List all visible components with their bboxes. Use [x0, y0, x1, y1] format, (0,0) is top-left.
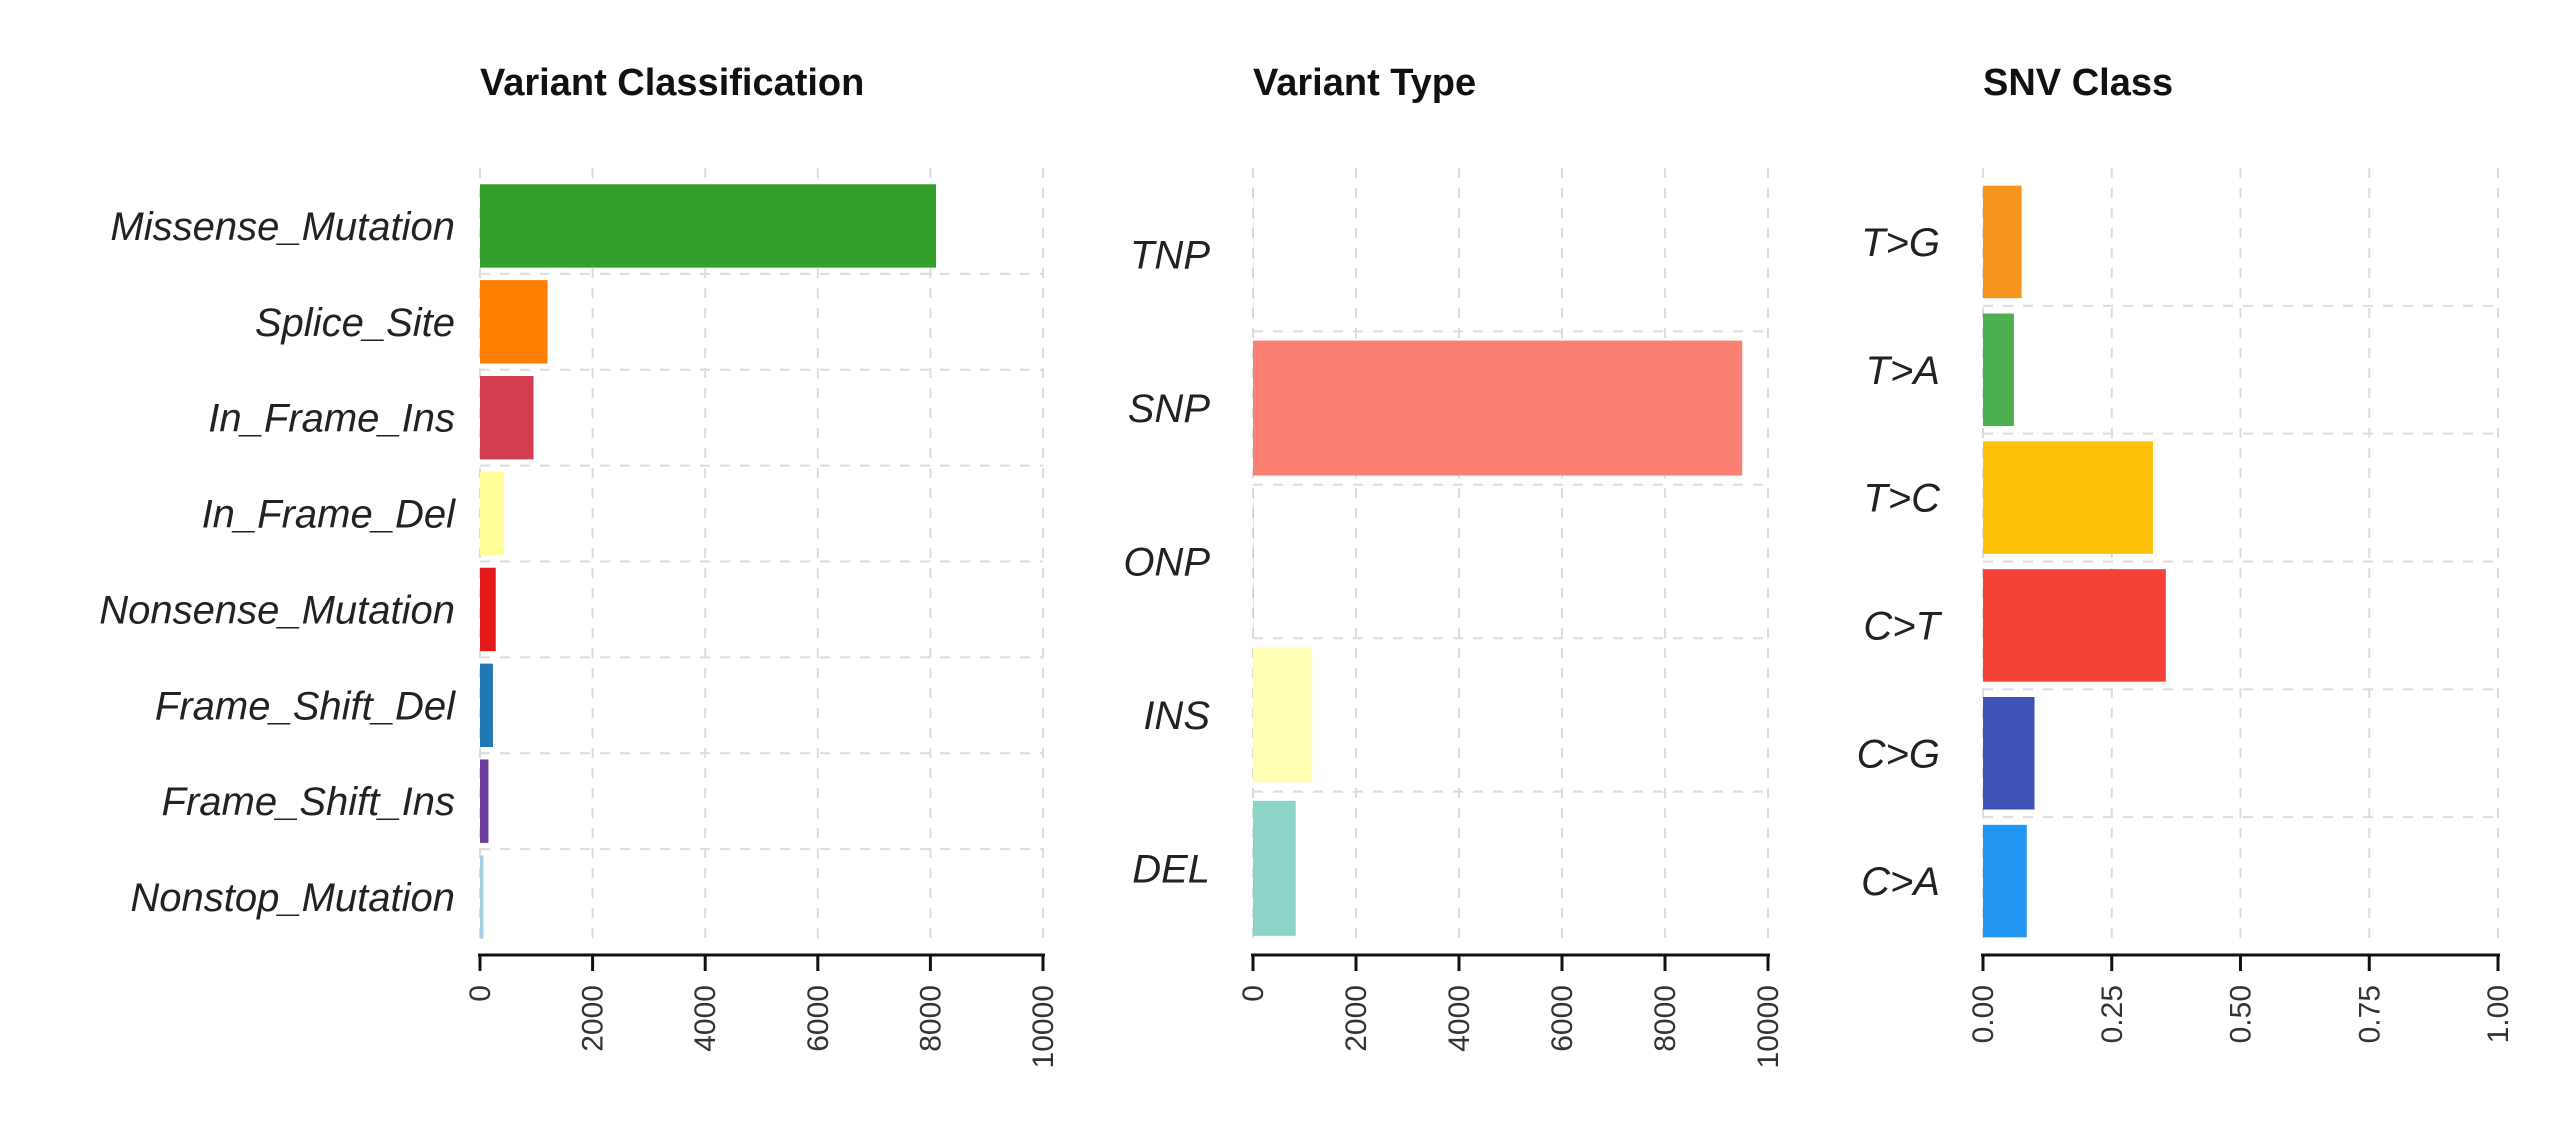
bar-nonstop-mutation	[480, 855, 484, 939]
bar-del	[1253, 800, 1296, 936]
x-tick-label: 6000	[1546, 985, 1579, 1052]
x-tick-label: 0	[1237, 985, 1270, 1002]
category-label: SNP	[1128, 387, 1211, 431]
bar-missense-mutation	[480, 184, 937, 268]
x-tick-label: 0.25	[2096, 985, 2129, 1043]
category-label: In_Frame_Ins	[208, 397, 455, 441]
category-label: In_Frame_Del	[202, 493, 457, 537]
x-tick-label: 0	[464, 985, 497, 1002]
category-label: C>G	[1857, 732, 1940, 776]
x-tick-label: 8000	[914, 985, 947, 1052]
category-label: DEL	[1132, 847, 1210, 891]
bar-frame-shift-del	[480, 663, 493, 748]
chart-panel-3: SNV Class T>G T>A T>C C>T C>G C>A 0.00 0.25 0.50 0…	[1857, 62, 2515, 1043]
category-label: Missense_Mutation	[110, 205, 455, 249]
bar-c-a	[1983, 824, 2027, 938]
bar-frame-shift-ins	[480, 759, 489, 843]
category-label: C>T	[1863, 604, 1942, 648]
bar-t-g	[1983, 185, 2022, 299]
category-label: TNP	[1130, 234, 1210, 278]
category-label: Nonstop_Mutation	[130, 876, 455, 920]
x-tick-label: 0.75	[2353, 985, 2386, 1043]
chart-panel-2: Variant Type TNP SNP ONP INS DEL 0 2000 4000 6000…	[1123, 62, 1785, 1068]
x-tick-label: 10000	[1752, 985, 1785, 1068]
x-tick-label: 0.00	[1967, 985, 2000, 1043]
category-label: ONP	[1123, 541, 1210, 585]
bar-t-c	[1983, 441, 2153, 554]
bar-splice-site	[480, 280, 548, 364]
x-tick-label: 2000	[577, 985, 610, 1052]
x-tick-label: 4000	[689, 985, 722, 1052]
bar-ins	[1253, 647, 1313, 783]
bar-c-g	[1983, 697, 2035, 810]
bar-t-a	[1983, 313, 2014, 426]
chart-title: Variant Type	[1253, 62, 1476, 104]
category-label: Splice_Site	[255, 301, 455, 345]
x-tick-label: 0.50	[2225, 985, 2258, 1043]
category-label: Nonsense_Mutation	[99, 588, 455, 632]
x-tick-label: 6000	[802, 985, 835, 1052]
bar-snp	[1253, 340, 1743, 476]
bar-nonsense-mutation	[480, 567, 496, 652]
x-tick-label: 2000	[1340, 985, 1373, 1052]
bar-in-frame-ins	[480, 375, 534, 460]
chart-title: SNV Class	[1983, 62, 2173, 104]
category-label: T>G	[1861, 221, 1940, 265]
x-tick-label: 4000	[1443, 985, 1476, 1052]
category-label: T>C	[1863, 477, 1941, 521]
chart-title: Variant Classification	[480, 62, 864, 104]
category-label: C>A	[1861, 860, 1940, 904]
category-label: INS	[1143, 694, 1210, 738]
category-label: T>A	[1866, 349, 1940, 393]
x-tick-label: 10000	[1027, 985, 1060, 1068]
category-label: Frame_Shift_Ins	[162, 780, 455, 824]
chart-panel-1: Variant Classification Missense_Mutation S…	[99, 62, 1060, 1068]
category-label: Frame_Shift_Del	[155, 684, 456, 728]
bar-c-t	[1983, 569, 2166, 682]
x-tick-label: 1.00	[2482, 985, 2515, 1043]
x-tick-label: 8000	[1649, 985, 1682, 1052]
bar-in-frame-del	[480, 471, 504, 556]
